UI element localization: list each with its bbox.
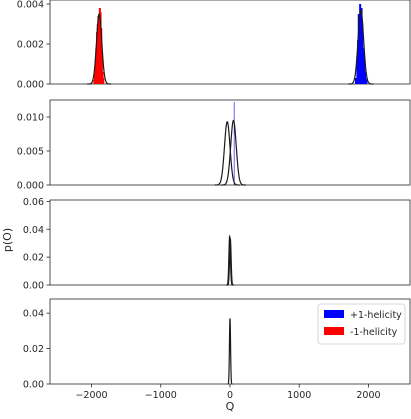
y-tick-label: 0.04: [23, 309, 44, 320]
x-tick-label: 1000: [287, 390, 311, 401]
fit-curve-2: [226, 237, 234, 286]
x-tick-label: 0: [227, 390, 233, 401]
fit-curve-2: [221, 119, 246, 186]
fit-curve-2: [348, 9, 374, 85]
y-axis-label: p(O): [1, 228, 14, 252]
x-axis-label: Q: [226, 400, 235, 413]
y-tick-label: 0.02: [23, 253, 44, 264]
panel-1-frame: [49, 0, 411, 85]
legend-label-minus: -1-helicity: [350, 327, 398, 338]
panel-2: 0.000 0.005 0.010: [17, 99, 411, 192]
panel-4-marks: [227, 318, 233, 385]
y-tick-label: 0.002: [17, 40, 44, 51]
y-tick-label: 0.00: [23, 380, 44, 391]
panel-3-marks: [226, 234, 234, 286]
legend: +1-helicity -1-helicity: [317, 303, 406, 345]
panel-3: 0.00 0.02 0.04 0.06: [23, 197, 411, 292]
panel-1: 0.000 0.002 0.004: [17, 0, 411, 91]
panel-3-frame: [49, 199, 411, 286]
fit-curve-1: [87, 13, 111, 85]
y-tick-label: 0.04: [23, 225, 44, 236]
y-tick-label: 0.000: [17, 80, 44, 91]
panel-3-ticks: 0.00 0.02 0.04 0.06: [23, 197, 50, 292]
y-tick-label: 0.06: [23, 197, 44, 208]
legend-swatch-plus: [324, 310, 344, 318]
legend-swatch-minus: [324, 327, 344, 335]
panel-1-ticks: 0.000 0.002 0.004: [17, 0, 50, 91]
y-tick-label: 0.02: [23, 344, 44, 355]
panel-1-marks: [87, 4, 374, 85]
y-tick-label: 0.010: [17, 113, 44, 124]
panel-4: 0.00 0.02 0.04 −2000 −1000 0 1000 2000: [23, 298, 411, 401]
x-tick-label: −2000: [75, 390, 107, 401]
fit-curve-1: [227, 318, 233, 385]
y-tick-label: 0.000: [17, 181, 44, 192]
panel-2-ticks: 0.000 0.005 0.010: [17, 113, 50, 192]
y-tick-label: 0.005: [17, 147, 44, 158]
x-tick-label: 2000: [356, 390, 380, 401]
y-tick-label: 0.004: [17, 0, 44, 11]
y-tick-label: 0.00: [23, 281, 44, 292]
legend-label-plus: +1-helicity: [350, 310, 402, 321]
fit-curve-1: [214, 120, 240, 186]
panel-2-marks: [214, 102, 246, 186]
panel-2-frame: [49, 99, 411, 186]
panel-4-ticks: 0.00 0.02 0.04 −2000 −1000 0 1000 2000: [23, 309, 381, 401]
x-tick-label: −1000: [145, 390, 177, 401]
